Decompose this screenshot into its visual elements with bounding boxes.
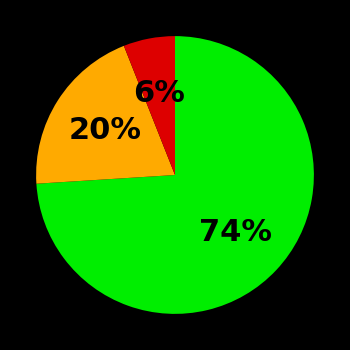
Wedge shape: [124, 36, 175, 175]
Text: 74%: 74%: [199, 218, 272, 246]
Wedge shape: [36, 46, 175, 184]
Text: 20%: 20%: [68, 116, 141, 145]
Wedge shape: [36, 36, 314, 314]
Text: 6%: 6%: [133, 79, 185, 108]
